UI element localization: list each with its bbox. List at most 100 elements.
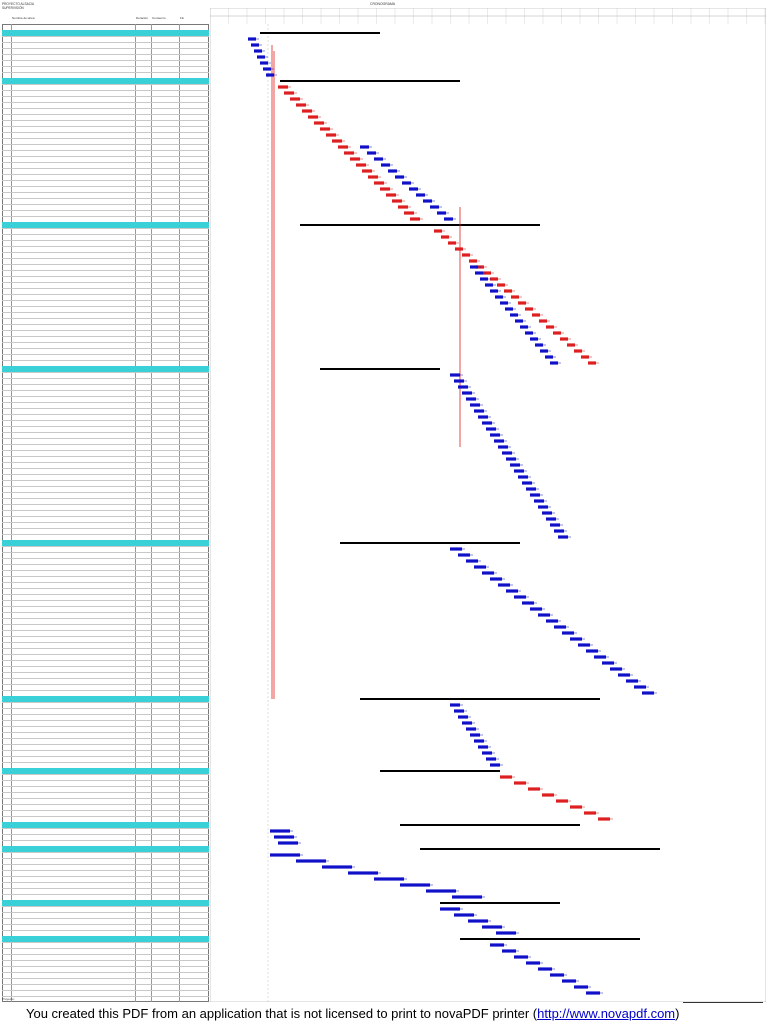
task-bar [322, 865, 352, 869]
table-row [2, 228, 209, 235]
task-bar [400, 883, 430, 887]
task-bar [550, 973, 564, 977]
task-bar [348, 871, 378, 875]
table-row [2, 906, 209, 913]
task-bar [368, 175, 378, 179]
task-bar [440, 907, 460, 911]
table-row [2, 42, 209, 49]
task-bar [437, 211, 446, 215]
table-row [2, 858, 209, 865]
task-bar [506, 589, 518, 593]
table-row [2, 726, 209, 733]
task-bar [502, 949, 516, 953]
col-header-duration: Duración [136, 16, 149, 20]
task-bar [454, 709, 464, 713]
table-row [2, 306, 209, 313]
task-bar [490, 289, 498, 293]
col-header-start: Comienzo [152, 16, 166, 20]
task-bar [402, 181, 411, 185]
table-row [2, 438, 209, 445]
table-row [2, 246, 209, 253]
table-row [2, 372, 209, 379]
table-row [2, 402, 209, 409]
task-bar [454, 379, 464, 383]
task-bar [586, 649, 598, 653]
task-table [2, 24, 209, 1002]
table-row [2, 132, 209, 139]
table-row [2, 336, 209, 343]
column-divider [151, 24, 152, 1002]
task-bar [483, 271, 491, 275]
table-row [2, 948, 209, 955]
table-row [2, 546, 209, 553]
footer-rule [683, 1002, 763, 1003]
table-row [2, 576, 209, 583]
table-row [2, 156, 209, 163]
task-bar [545, 355, 553, 359]
table-row [2, 768, 209, 775]
task-bar [423, 199, 432, 203]
summary-bar [420, 848, 660, 850]
task-bar [546, 325, 554, 329]
table-row [2, 864, 209, 871]
table-row [2, 414, 209, 421]
summary-bar [380, 770, 500, 772]
task-bar [525, 307, 533, 311]
task-bar [350, 157, 360, 161]
table-row [2, 618, 209, 625]
summary-bar [300, 224, 540, 226]
table-row [2, 624, 209, 631]
table-row [2, 168, 209, 175]
table-row [2, 456, 209, 463]
table-row [2, 60, 209, 67]
table-row [2, 966, 209, 973]
task-bar [581, 355, 589, 359]
task-bar [494, 439, 504, 443]
table-row [2, 342, 209, 349]
table-row [2, 240, 209, 247]
table-row [2, 954, 209, 961]
task-bar [416, 193, 425, 197]
task-bar [634, 685, 646, 689]
table-row [2, 420, 209, 427]
table-row [2, 594, 209, 601]
task-bar [254, 49, 262, 53]
task-bar [462, 721, 472, 725]
task-bar [296, 859, 326, 863]
table-row [2, 600, 209, 607]
task-bar [510, 463, 520, 467]
table-row [2, 30, 209, 37]
table-row [2, 798, 209, 805]
task-bar [474, 409, 484, 413]
table-row [2, 786, 209, 793]
task-bar [490, 577, 502, 581]
novapdf-link[interactable]: http://www.novapdf.com [537, 1006, 676, 1021]
task-bar [392, 199, 402, 203]
task-bar [486, 427, 496, 431]
task-bar [462, 253, 470, 257]
table-row [2, 258, 209, 265]
table-row [2, 528, 209, 535]
task-bar [266, 73, 274, 77]
task-bar [530, 337, 538, 341]
task-bar [520, 325, 528, 329]
table-row [2, 642, 209, 649]
task-bar [490, 763, 500, 767]
table-row [2, 198, 209, 205]
task-bar [626, 679, 638, 683]
task-bar [409, 187, 418, 191]
task-bar [525, 331, 533, 335]
table-row [2, 510, 209, 517]
header-line-1: PROYECTO ALSACIA [2, 2, 35, 6]
print-footer: You created this PDF from an application… [0, 1002, 768, 1024]
task-bar [458, 715, 468, 719]
task-bar [594, 655, 606, 659]
table-row [2, 396, 209, 403]
table-row [2, 552, 209, 559]
task-bar [367, 151, 376, 155]
table-row [2, 822, 209, 829]
table-row [2, 384, 209, 391]
task-bar [485, 283, 493, 287]
table-row [2, 378, 209, 385]
table-row [2, 516, 209, 523]
